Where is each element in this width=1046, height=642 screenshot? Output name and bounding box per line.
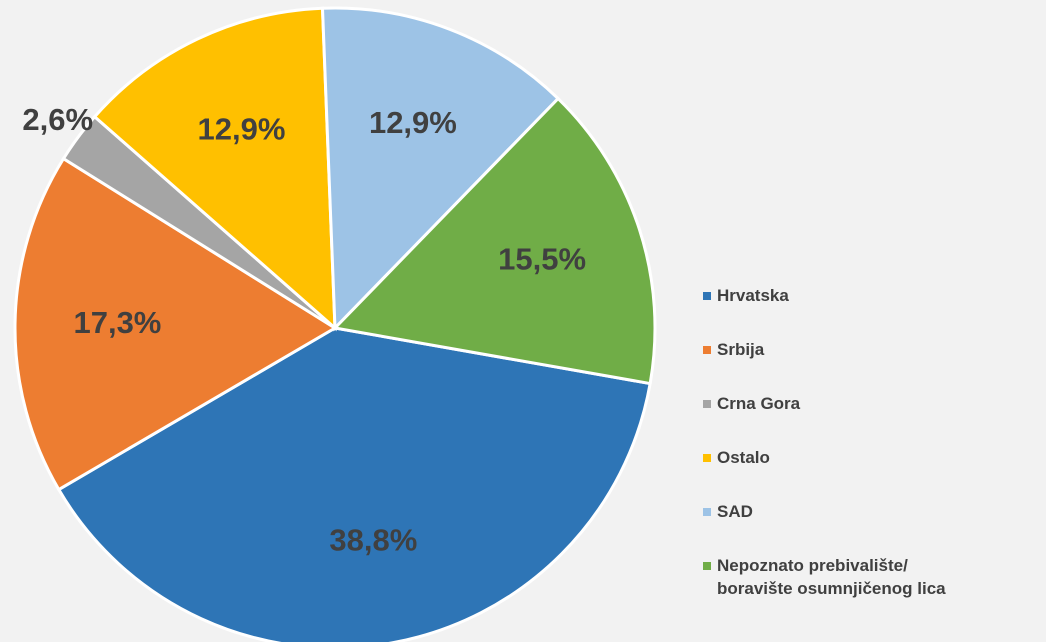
legend-label: Ostalo <box>717 448 770 467</box>
legend-swatch <box>703 562 711 570</box>
data-label: 2,6% <box>22 102 93 137</box>
pie-slice <box>331 96 657 386</box>
legend-item: SAD <box>703 500 1003 554</box>
data-label: 38,8% <box>329 522 417 557</box>
legend: Hrvatska Srbija Crna Gora Ostalo SAD Nepoznat… <box>703 284 1003 608</box>
legend-item: Srbija <box>703 338 1003 392</box>
pie-slice <box>92 6 337 332</box>
legend-swatch <box>703 292 711 300</box>
legend-item: Nepoznato prebivalište/ boravište osumnj… <box>703 554 1003 608</box>
pie-slice <box>56 326 652 642</box>
legend-swatch <box>703 454 711 462</box>
legend-item: Crna Gora <box>703 392 1003 446</box>
legend-label: Crna Gora <box>717 394 801 413</box>
legend-swatch <box>703 346 711 354</box>
legend-label: Hrvatska <box>717 286 789 305</box>
data-label: 17,3% <box>73 305 161 340</box>
legend-item: Ostalo <box>703 446 1003 500</box>
pie-slice <box>13 156 338 492</box>
legend-swatch <box>703 508 711 516</box>
legend-label: SAD <box>717 502 753 521</box>
legend-label: Srbija <box>717 340 765 359</box>
pie-slice <box>320 6 561 332</box>
legend-label: Nepoznato prebivalište/ boravište osumnj… <box>717 556 946 598</box>
data-label: 12,9% <box>198 112 286 147</box>
data-label: 15,5% <box>498 241 586 276</box>
data-label: 12,9% <box>369 105 457 140</box>
legend-swatch <box>703 400 711 408</box>
legend-item: Hrvatska <box>703 284 1003 338</box>
